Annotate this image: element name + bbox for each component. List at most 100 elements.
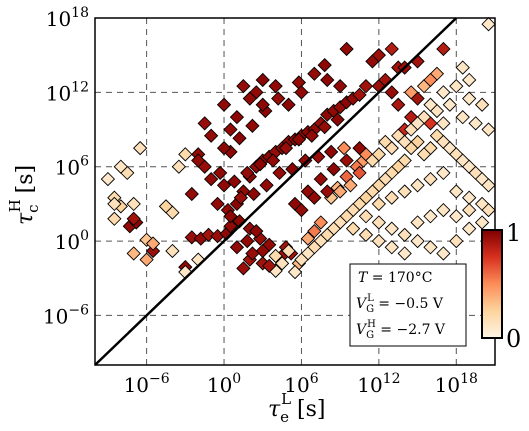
data-point [384, 190, 399, 205]
data-point [449, 233, 464, 249]
data-point [233, 190, 248, 205]
data-point [255, 97, 270, 112]
data-point [197, 116, 212, 131]
data-point [304, 128, 319, 143]
tick-label: 10−6 [124, 371, 170, 397]
data-point [255, 243, 270, 259]
data-point [255, 72, 270, 88]
data-point [281, 97, 296, 112]
data-point [240, 233, 255, 249]
data-point [223, 209, 238, 224]
tick-label: 1018 [435, 371, 478, 397]
data-point [113, 159, 128, 174]
data-point [201, 227, 216, 243]
data-point [423, 240, 438, 255]
data-point [352, 87, 367, 102]
data-point [384, 140, 399, 156]
data-point [371, 215, 387, 230]
data-point [268, 79, 283, 94]
data-point [307, 224, 322, 239]
tick-label: 100 [55, 228, 89, 254]
data-point [371, 196, 387, 212]
data-point [436, 202, 451, 218]
data-point [126, 196, 141, 212]
data-point [323, 144, 339, 159]
data-point [253, 157, 268, 172]
x-tick-labels: 10−6 100 106 1012 1018 [124, 371, 478, 397]
data-point [436, 165, 451, 181]
data-point [336, 140, 352, 156]
data-point [462, 91, 477, 106]
data-point [423, 209, 438, 224]
x-axis-label: τeL [s] [268, 390, 326, 426]
data-point [423, 72, 438, 88]
data-point [449, 184, 464, 199]
y-axis-label: τcH[s] [6, 165, 42, 225]
data-point [213, 165, 228, 181]
data-point [210, 196, 225, 212]
data-point [126, 211, 141, 226]
data-point [442, 97, 457, 112]
data-point [268, 248, 283, 264]
data-point [281, 243, 296, 259]
reference-line [94, 17, 458, 366]
data-point [410, 215, 425, 230]
data-point [191, 153, 206, 168]
data-point [274, 256, 290, 271]
data-point [449, 79, 464, 94]
data-point [326, 162, 341, 177]
identity-line [94, 17, 458, 366]
data-point [410, 233, 425, 249]
data-point [455, 60, 470, 75]
data-point [371, 48, 387, 63]
tick-label: 1018 [46, 5, 89, 31]
data-point [317, 119, 332, 135]
data-point [271, 91, 286, 106]
data-point [481, 178, 496, 193]
data-point [223, 219, 238, 234]
data-point [397, 184, 412, 199]
data-point [371, 147, 387, 162]
data-point [436, 246, 451, 261]
data-point [203, 171, 219, 187]
annotation-vg-low: VGL = −0.5 V [356, 293, 444, 315]
data-point [291, 132, 307, 147]
data-point [468, 116, 483, 131]
data-point [223, 122, 238, 137]
data-point [371, 233, 387, 249]
data-point [236, 79, 251, 94]
data-point [462, 202, 477, 218]
data-point [455, 110, 470, 125]
data-point [227, 174, 242, 189]
data-point [358, 209, 374, 224]
data-point [462, 72, 477, 88]
data-point [384, 41, 399, 57]
data-point [294, 85, 309, 100]
data-point [462, 190, 477, 205]
data-point [313, 215, 328, 230]
data-point [107, 211, 122, 226]
data-point [298, 153, 313, 168]
data-point [158, 199, 174, 214]
data-point [436, 116, 451, 131]
colorbar-max-label: 1 [506, 219, 521, 247]
data-point [184, 186, 199, 202]
data-point [345, 221, 361, 236]
data-point [262, 258, 277, 273]
data-point [107, 196, 122, 212]
colorbar: 1 0 [481, 219, 521, 353]
data-point [391, 97, 406, 112]
tick-label: 10−6 [43, 302, 89, 328]
data-point [232, 131, 247, 146]
data-point [333, 79, 348, 94]
data-point [333, 184, 348, 199]
data-point [236, 261, 251, 276]
colorbar-gradient [481, 229, 503, 339]
data-point [259, 178, 274, 193]
data-point [145, 243, 161, 259]
data-point [100, 171, 116, 187]
tick-label: 106 [284, 371, 318, 397]
data-point [265, 153, 281, 168]
data-point [410, 116, 425, 131]
data-point [481, 17, 496, 32]
